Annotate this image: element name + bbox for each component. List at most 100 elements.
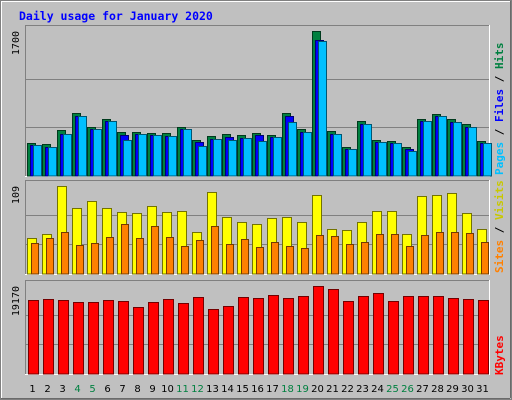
bar-kbytes-day-7 [118, 301, 129, 375]
bar-sites-day-22 [346, 244, 354, 275]
bar-kbytes-day-10 [163, 299, 174, 375]
bar-kbytes-day-2 [43, 299, 54, 375]
x-tick-label-day-5: 5 [89, 384, 95, 395]
bar-kbytes-day-22 [343, 301, 354, 375]
bar-pages-day-17 [273, 137, 282, 177]
chart-panels: 1700 Pages / Files / Hits 109 Sites / Visit… [11, 25, 506, 375]
bar-pages-day-30 [468, 127, 477, 177]
x-tick-label-day-22: 22 [341, 384, 354, 395]
x-tick-label-day-4: 4 [74, 384, 80, 395]
x-tick-label-day-16: 16 [251, 384, 264, 395]
bar-sites-day-21 [331, 236, 339, 275]
x-tick-label-day-3: 3 [59, 384, 65, 395]
bar-kbytes-day-17 [268, 295, 279, 375]
panel-kbytes-legend: KBytes [493, 335, 506, 375]
x-tick-label-day-15: 15 [236, 384, 249, 395]
legend-label-pages: Pages [493, 142, 506, 175]
panel-hits: 1700 Pages / Files / Hits [11, 25, 506, 177]
bar-sites-day-16 [256, 247, 264, 275]
bar-sites-day-27 [421, 235, 429, 275]
bar-kbytes-day-4 [73, 302, 84, 375]
bar-sites-day-4 [76, 245, 84, 275]
x-tick-label-day-14: 14 [221, 384, 234, 395]
legend-label-hits: Hits [493, 43, 506, 70]
bar-sites-day-30 [466, 233, 474, 275]
bar-sites-day-10 [166, 237, 174, 275]
bar-pages-day-31 [483, 143, 492, 177]
bar-pages-day-3 [63, 134, 72, 177]
bar-sites-day-24 [376, 234, 384, 275]
legend-separator: / [493, 122, 506, 142]
bar-sites-day-23 [361, 242, 369, 275]
bar-kbytes-day-25 [388, 301, 399, 375]
bar-kbytes-day-26 [403, 296, 414, 375]
bar-kbytes-day-18 [283, 298, 294, 375]
bar-kbytes-day-28 [433, 296, 444, 375]
bar-kbytes-day-12 [193, 297, 204, 375]
bar-pages-day-23 [363, 124, 372, 177]
x-tick-label-day-26: 26 [401, 384, 414, 395]
x-tick-label-day-11: 11 [176, 384, 189, 395]
bar-sites-day-2 [46, 238, 54, 275]
bar-sites-day-3 [61, 232, 69, 275]
x-tick-label-day-25: 25 [386, 384, 399, 395]
bar-sites-day-9 [151, 226, 159, 275]
bar-pages-day-5 [93, 129, 102, 177]
bar-pages-day-10 [168, 136, 177, 177]
bar-pages-day-13 [213, 139, 222, 177]
bar-sites-day-11 [181, 246, 189, 275]
bar-kbytes-day-16 [253, 298, 264, 375]
bar-pages-day-8 [138, 134, 147, 177]
bar-kbytes-day-8 [133, 307, 144, 375]
legend-label-files: Files [493, 89, 506, 122]
bar-sites-day-20 [316, 235, 324, 275]
bar-pages-day-6 [108, 121, 117, 177]
x-tick-label-day-7: 7 [119, 384, 125, 395]
panel-visits-legend: Sites / Visits [493, 180, 506, 273]
bar-kbytes-day-1 [28, 300, 39, 375]
panel-hits-legend: Pages / Files / Hits [493, 43, 506, 176]
bar-sites-day-5 [91, 243, 99, 275]
bar-sites-day-8 [136, 238, 144, 275]
bar-pages-day-27 [423, 121, 432, 177]
bar-sites-day-28 [436, 232, 444, 275]
x-tick-label-day-23: 23 [356, 384, 369, 395]
bar-pages-day-15 [243, 138, 252, 177]
bar-sites-day-7 [121, 224, 129, 275]
x-tick-label-day-9: 9 [149, 384, 155, 395]
x-tick-label-day-20: 20 [311, 384, 324, 395]
bar-pages-day-4 [78, 116, 87, 177]
bar-sites-day-25 [391, 234, 399, 275]
x-tick-label-day-8: 8 [134, 384, 140, 395]
bar-kbytes-day-13 [208, 309, 219, 375]
bar-pages-day-2 [48, 147, 57, 177]
bar-pages-day-14 [228, 140, 237, 177]
bar-pages-day-26 [408, 151, 417, 177]
bar-kbytes-day-3 [58, 300, 69, 375]
bar-kbytes-day-19 [298, 296, 309, 375]
bar-sites-day-29 [451, 232, 459, 275]
bar-pages-day-22 [348, 149, 357, 177]
bar-kbytes-day-15 [238, 297, 249, 375]
bar-kbytes-day-11 [178, 303, 189, 375]
bar-pages-day-18 [288, 122, 297, 177]
bar-kbytes-day-6 [103, 300, 114, 375]
x-tick-label-day-12: 12 [191, 384, 204, 395]
bar-sites-day-14 [226, 244, 234, 275]
bar-pages-day-20 [318, 41, 327, 177]
legend-label-sites: Sites [493, 240, 506, 273]
bar-pages-day-11 [183, 129, 192, 177]
bar-kbytes-day-29 [448, 298, 459, 375]
bar-pages-day-24 [378, 142, 387, 177]
x-tick-label-day-31: 31 [476, 384, 489, 395]
bar-kbytes-day-24 [373, 293, 384, 375]
bar-sites-day-17 [271, 242, 279, 275]
panel-visits: 109 Sites / Visits [11, 180, 506, 275]
x-tick-label-day-28: 28 [431, 384, 444, 395]
x-tick-label-day-30: 30 [461, 384, 474, 395]
legend-label-visits: Visits [493, 180, 506, 220]
bar-pages-day-12 [198, 146, 207, 177]
bar-pages-day-25 [393, 143, 402, 177]
x-tick-label-day-21: 21 [326, 384, 339, 395]
